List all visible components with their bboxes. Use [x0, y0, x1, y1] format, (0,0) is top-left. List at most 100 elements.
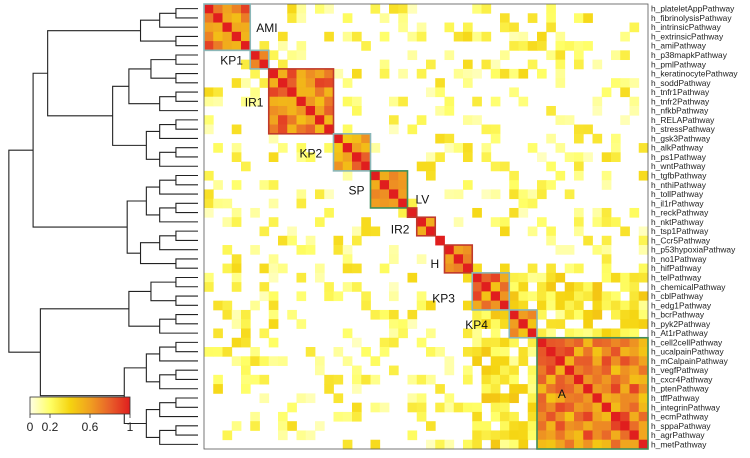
heatmap-cell — [379, 402, 390, 413]
heatmap-cell — [564, 384, 575, 394]
heatmap-cell — [611, 337, 621, 348]
heatmap-cell — [490, 96, 501, 107]
heatmap-cell — [537, 421, 547, 431]
heatmap-cell — [490, 439, 501, 450]
heatmap-cell — [555, 291, 566, 302]
heatmap-cell — [481, 337, 492, 348]
cluster-label: LV — [416, 193, 430, 207]
heatmap-cell — [241, 365, 251, 376]
heatmap-cell — [453, 189, 464, 200]
heatmap-cell — [629, 365, 640, 376]
heatmap-cell — [481, 152, 492, 162]
heatmap-cell — [268, 96, 279, 107]
heatmap-cell — [389, 198, 399, 209]
heatmap-cell — [620, 421, 630, 431]
heatmap-cell — [611, 50, 621, 61]
heatmap-cell — [250, 356, 260, 366]
heatmap-cell — [444, 439, 455, 450]
heatmap-cell — [601, 207, 612, 218]
heatmap-cell — [601, 430, 612, 441]
heatmap-cell — [537, 430, 547, 441]
heatmap-cell — [444, 189, 455, 200]
heatmap-cell — [278, 78, 288, 88]
heatmap-cell — [481, 282, 492, 292]
heatmap-cell — [342, 31, 353, 42]
heatmap-cell — [333, 291, 344, 302]
heatmap-cell — [361, 217, 371, 227]
heatmap-cell — [574, 207, 584, 218]
heatmap-cell — [509, 41, 519, 51]
heatmap-cell — [490, 161, 501, 172]
heatmap-cell — [472, 430, 482, 441]
heatmap-cell — [629, 347, 640, 357]
heatmap-cell — [611, 328, 621, 339]
heatmap-cell — [620, 439, 630, 450]
heatmap-cell — [509, 328, 519, 339]
heatmap-cell — [268, 291, 279, 302]
cluster-box — [267, 68, 335, 135]
heatmap-cell — [259, 291, 270, 302]
row-label: h_nfkbPathway — [651, 106, 709, 116]
row-label: h_intrinsicPathway — [651, 22, 722, 32]
heatmap-cell — [620, 430, 630, 441]
heatmap-cell — [416, 374, 427, 385]
heatmap-cell — [463, 365, 473, 376]
row-label: h_tnfr2Pathway — [651, 96, 710, 106]
legend-tick-label: 1 — [127, 420, 134, 434]
heatmap-cell — [601, 291, 612, 302]
heatmap-cell — [574, 421, 584, 431]
heatmap-cell — [435, 439, 445, 450]
heatmap-cell — [620, 356, 630, 366]
heatmap-cell — [296, 291, 307, 302]
heatmap-cell — [555, 430, 566, 441]
heatmap-cell — [342, 254, 353, 264]
heatmap-cell — [490, 282, 501, 292]
heatmap-cell — [296, 189, 307, 200]
heatmap-cell — [583, 309, 593, 320]
heatmap-cell — [490, 402, 501, 413]
row-label: h_tsp1Pathway — [651, 226, 709, 236]
heatmap-cell — [259, 393, 270, 404]
heatmap-cell — [305, 430, 316, 441]
heatmap-cell — [546, 393, 556, 404]
heatmap-cell — [592, 245, 603, 255]
heatmap-cell — [490, 124, 501, 135]
heatmap-cell — [278, 96, 288, 107]
heatmap-cell — [500, 68, 510, 79]
heatmap-cell — [231, 263, 242, 274]
heatmap-cell — [611, 347, 621, 357]
heatmap-cell — [204, 170, 214, 181]
heatmap-cell — [241, 59, 251, 70]
row-label: h_tgfbPathway — [651, 171, 707, 181]
heatmap-cell — [342, 245, 353, 255]
heatmap-cell — [500, 263, 510, 274]
legend-tick-label: 0.2 — [42, 420, 59, 434]
heatmap-cell — [259, 59, 270, 70]
heatmap-cell — [555, 272, 566, 283]
heatmap-cell — [407, 207, 418, 218]
heatmap-cell — [287, 78, 297, 88]
heatmap-cell — [370, 226, 381, 237]
heatmap-cell — [324, 115, 334, 125]
heatmap-cell — [629, 105, 640, 116]
heatmap-cell — [204, 198, 214, 209]
row-label: h_chemicalPathway — [651, 282, 726, 292]
heatmap-cell — [527, 402, 538, 413]
heatmap-cell — [278, 263, 288, 274]
heatmap-cell — [324, 291, 334, 302]
heatmap-cell — [333, 347, 344, 357]
heatmap-cell — [509, 180, 519, 190]
heatmap-cell — [611, 421, 621, 431]
heatmap-cell — [638, 170, 649, 181]
heatmap-cell — [574, 217, 584, 227]
heatmap-cell — [629, 207, 640, 218]
heatmap-cell — [537, 365, 547, 376]
heatmap-cell — [481, 347, 492, 357]
heatmap-cell — [620, 282, 630, 292]
heatmap-cell — [296, 272, 307, 283]
heatmap-cell — [305, 96, 316, 107]
heatmap-cell — [416, 411, 427, 422]
heatmap-cell — [500, 430, 510, 441]
heatmap-cell — [490, 411, 501, 422]
heatmap-cell — [500, 347, 510, 357]
